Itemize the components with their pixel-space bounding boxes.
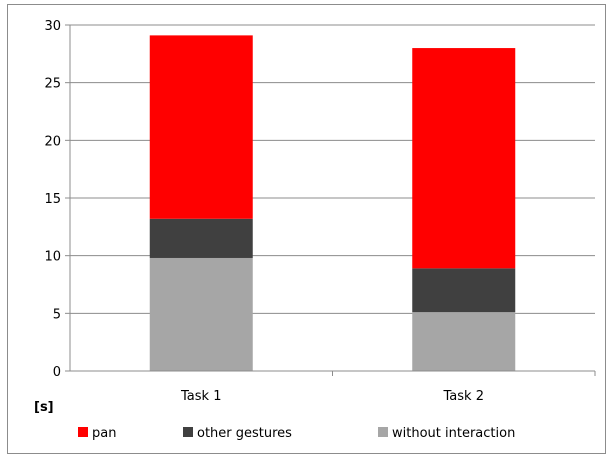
bar-segment-pan-task-2 (412, 48, 516, 269)
x-tick-label: Task 1 (180, 389, 221, 404)
legend-swatch-without-interaction (378, 427, 388, 437)
y-tick-label: 0 (53, 365, 61, 380)
bars (149, 35, 516, 371)
y-tick-label: 30 (44, 19, 61, 34)
legend-swatch-other-gestures (183, 427, 193, 437)
y-tick-label: 15 (44, 192, 61, 207)
bar-segment-pan-task-1 (149, 35, 253, 219)
chart-frame: 0 5 10 15 20 25 30 Task 1 Task 2 [s] pan other g… (7, 4, 606, 454)
legend-label-without-interaction: without interaction (392, 426, 515, 441)
legend-label-other-gestures: other gestures (197, 426, 292, 441)
y-tick-label: 25 (44, 77, 61, 92)
legend-label-pan: pan (92, 426, 116, 441)
x-tick-labels: Task 1 Task 2 (180, 389, 484, 404)
bar-segment-without-interaction-task-2 (412, 312, 516, 371)
y-axis-label: [s] (34, 400, 54, 415)
bar-segment-other-gestures-task-2 (412, 268, 516, 313)
axes (65, 24, 596, 376)
x-tick-label: Task 2 (443, 389, 484, 404)
y-tick-label: 10 (44, 250, 61, 265)
bar-segment-without-interaction-task-1 (149, 257, 253, 371)
bar-segment-other-gestures-task-1 (149, 218, 253, 258)
gridlines (70, 24, 595, 314)
y-tick-label: 5 (53, 307, 61, 322)
y-tick-label: 20 (44, 134, 61, 149)
y-tick-labels: 0 5 10 15 20 25 30 (44, 19, 61, 380)
stacked-bar-chart: 0 5 10 15 20 25 30 Task 1 Task 2 [s] pan other g… (34, 19, 596, 441)
legend-swatch-pan (78, 427, 88, 437)
legend: pan other gestures without interaction (78, 426, 515, 441)
